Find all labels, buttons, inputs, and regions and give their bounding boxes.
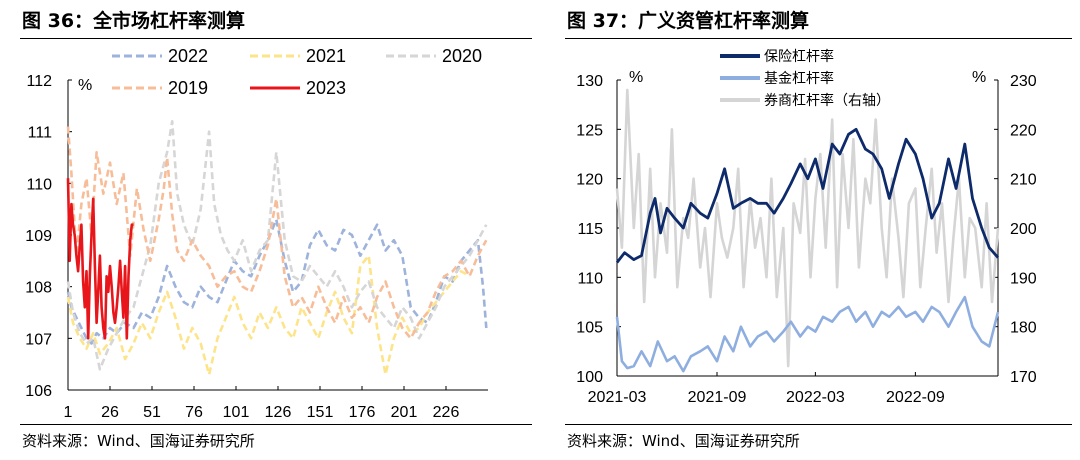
y-tick-label-right: 210 [1010, 172, 1037, 189]
asset-mgmt-leverage-chart: 100 105 110 115 120 125 130 170 180 190 200 210 220 2… [576, 48, 1037, 406]
x-tick-label: 201 [391, 404, 418, 421]
series-line-2020 [66, 120, 488, 371]
y-tick-label-left: 120 [576, 172, 603, 189]
y-tick-label-right: 180 [1010, 320, 1037, 337]
legend-label: 2021 [306, 46, 346, 66]
panel-title: 图 37：广义资管杠杆率测算 [567, 10, 810, 32]
x-tick-label: 126 [265, 404, 292, 421]
x-tick-label: 26 [101, 404, 119, 421]
legend-entry-fund: 基金杠杆率 [720, 70, 834, 86]
x-tick-label: 226 [433, 404, 460, 421]
x-tick-label: 2021-09 [688, 389, 747, 406]
legend-label: 2022 [168, 46, 208, 66]
y-tick-label: 106 [25, 383, 52, 400]
x-tick-label: 2021-03 [588, 389, 647, 406]
legend-label: 2019 [168, 78, 208, 98]
source-note: 资料来源：Wind、国海证券研究所 [22, 432, 255, 450]
x-tick-label: 151 [307, 404, 334, 421]
title-divider [565, 38, 1072, 39]
legend-entry-2021: 2021 [250, 46, 346, 66]
y-tick-label-right: 220 [1010, 122, 1037, 139]
y-tick-label-left: 130 [576, 73, 603, 90]
y-tick-label-left: 110 [577, 270, 603, 287]
y-tick-label-right: 190 [1010, 270, 1037, 287]
y-tick-label-left: 125 [576, 122, 603, 139]
y-tick-label-left: 115 [577, 221, 603, 238]
y-tick-label-left: 105 [576, 320, 603, 337]
series-line-broker [615, 88, 1000, 368]
y-tick-label-right: 200 [1010, 221, 1037, 238]
legend-entry-2020: 2020 [386, 46, 482, 66]
x-tick-label: 1 [64, 404, 73, 421]
legend-label: 券商杠杆率（右轴） [764, 92, 890, 108]
legend-entry-insurance: 保险杠杆率 [720, 48, 834, 64]
y-tick-label-right: 230 [1010, 73, 1037, 90]
source-divider [20, 424, 532, 425]
y-tick-label: 109 [25, 228, 52, 245]
legend-label: 2023 [306, 78, 346, 98]
legend-entry-2023: 2023 [250, 78, 346, 98]
y-tick-label-left: 100 [576, 369, 603, 386]
x-tick-label: 2022-09 [886, 389, 945, 406]
legend-label: 基金杠杆率 [764, 70, 834, 86]
legend-label: 2020 [442, 46, 482, 66]
x-tick-label: 51 [143, 404, 161, 421]
x-tick-label: 101 [223, 404, 250, 421]
legend-entry-2019: 2019 [112, 78, 208, 98]
x-tick-label: 76 [185, 404, 203, 421]
source-note: 资料来源：Wind、国海证券研究所 [567, 432, 800, 450]
series-line-2023 [66, 178, 134, 340]
panel-asset-mgmt-leverage: 图 37：广义资管杠杆率测算 100 105 110 115 120 125 130 170 1… [545, 0, 1080, 460]
series-line-2021 [66, 254, 471, 376]
title-divider [20, 38, 532, 39]
y-axis-unit-left: % [629, 69, 643, 86]
source-divider [565, 424, 1072, 425]
y-axis-unit-right: % [972, 69, 986, 86]
y-tick-label-right: 170 [1010, 369, 1037, 386]
panel-title: 图 36：全市场杠杆率测算 [22, 10, 246, 32]
y-tick-label: 111 [28, 125, 52, 142]
y-tick-label: 112 [26, 73, 52, 90]
panel-market-leverage: 图 36：全市场杠杆率测算 106 107 108 109 110 111 112% 1 26 5… [20, 10, 532, 450]
series-line-2019 [66, 126, 488, 340]
legend-entry-2022: 2022 [112, 46, 208, 66]
y-tick-label: 107 [25, 331, 52, 348]
y-tick-label: 108 [25, 280, 52, 297]
legend-label: 保险杠杆率 [764, 48, 834, 64]
y-axis-unit: % [78, 77, 92, 94]
y-tick-label: 110 [26, 176, 52, 193]
x-tick-label: 2022-03 [786, 389, 845, 406]
x-tick-label: 176 [349, 404, 376, 421]
legend-entry-broker: 券商杠杆率（右轴） [720, 92, 890, 108]
series-line-fund [615, 295, 1000, 373]
series-line-insurance [615, 127, 1000, 264]
